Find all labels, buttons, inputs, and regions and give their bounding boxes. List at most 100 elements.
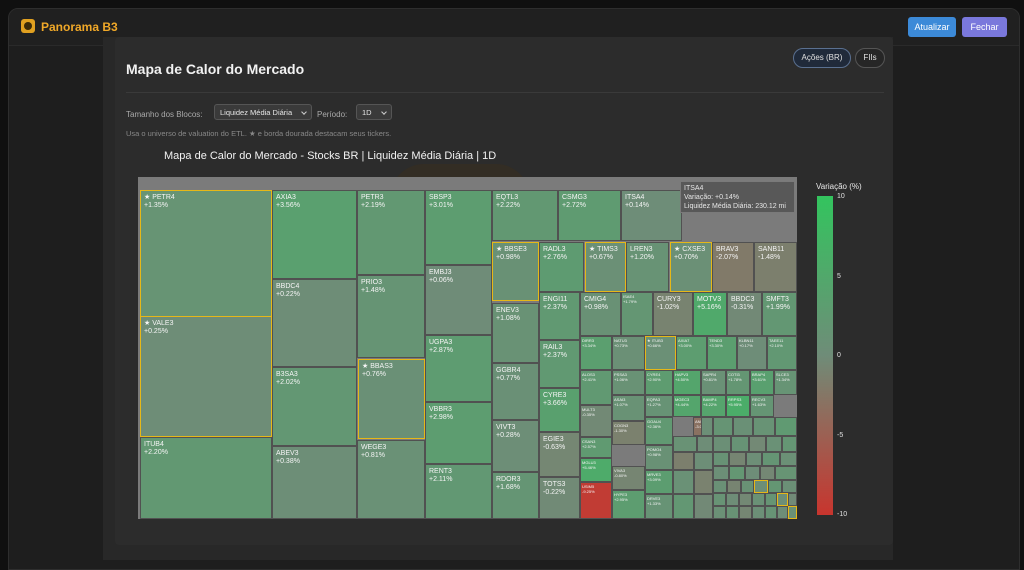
tile-rent3[interactable]: RENT3 +2.11% bbox=[425, 464, 492, 519]
tile-small[interactable] bbox=[697, 436, 713, 452]
tile-drve3[interactable]: DRVE3 +1.33% bbox=[645, 494, 673, 519]
tile-bamp4[interactable]: BAMP4 +4.22% bbox=[701, 395, 726, 417]
tile-small[interactable] bbox=[713, 480, 727, 493]
tile-itub3[interactable]: ★ ITUB3 +0.66% bbox=[645, 336, 676, 370]
tile-small[interactable] bbox=[780, 452, 797, 466]
tile-hapv3[interactable]: HAPV3 +4.50% bbox=[673, 370, 701, 395]
tile-pomo4[interactable]: POMO4 +0.98% bbox=[645, 445, 673, 470]
tile-cmig4[interactable]: CMIG4 +0.98% bbox=[580, 292, 621, 336]
tile-small[interactable] bbox=[729, 466, 745, 480]
tile-small[interactable] bbox=[777, 506, 788, 519]
tile-egie3[interactable]: EGIE3 -0.63% bbox=[539, 432, 580, 477]
tile-vale3[interactable]: ★ VALE3 +0.25% bbox=[140, 316, 272, 437]
tile-tend3[interactable]: TEND3 +3.30% bbox=[707, 336, 737, 370]
tile-mult3[interactable]: MULT3 -0.35% bbox=[580, 405, 612, 437]
tile-vbbr3[interactable]: VBBR3 +2.98% bbox=[425, 402, 492, 464]
tile-small[interactable] bbox=[775, 417, 797, 436]
tile-b3sa3[interactable]: B3SA3 +2.02% bbox=[272, 367, 357, 446]
tile-motv3[interactable]: MOTV3 +5.16% bbox=[693, 292, 727, 336]
tile-sapr4[interactable]: SAPR4 +0.81% bbox=[701, 370, 726, 395]
tile-small[interactable] bbox=[739, 506, 752, 519]
tile-small[interactable] bbox=[788, 506, 797, 519]
tab-acoes-br[interactable]: Ações (BR) bbox=[793, 48, 851, 68]
tile-dirr3[interactable]: DIRR3 +3.34% bbox=[580, 336, 612, 370]
tile-goau4[interactable]: GOAU4 +2.36% bbox=[645, 417, 673, 445]
tile-small[interactable] bbox=[745, 466, 760, 480]
tile-small[interactable] bbox=[713, 452, 729, 466]
tile-small[interactable] bbox=[788, 493, 797, 506]
tile-petr4[interactable]: ★ PETR4 +1.35% bbox=[140, 190, 272, 323]
tile-small[interactable] bbox=[752, 506, 765, 519]
tile-small[interactable] bbox=[782, 436, 797, 452]
tile-cyre3[interactable]: CYRE3 +3.66% bbox=[539, 388, 580, 432]
tile-small[interactable] bbox=[752, 493, 765, 506]
tile-mrve3[interactable]: MRVE3 +3.09% bbox=[645, 470, 673, 494]
tile-small[interactable] bbox=[673, 470, 694, 494]
tile-csmg3[interactable]: CSMG3 +2.72% bbox=[558, 190, 621, 241]
tile-small[interactable] bbox=[731, 436, 749, 452]
tile-brap4[interactable]: BRAP4 +3.61% bbox=[750, 370, 774, 395]
tile-lren3[interactable]: LREN3 +1.20% bbox=[626, 242, 669, 292]
tile-cyre4[interactable]: CYRE4 +2.90% bbox=[645, 370, 673, 395]
tile-bbdc3[interactable]: BBDC3 -0.31% bbox=[727, 292, 762, 336]
tile-small[interactable] bbox=[754, 480, 768, 493]
tile-small[interactable] bbox=[694, 494, 713, 519]
tile-embj3[interactable]: EMBJ3 +0.06% bbox=[425, 265, 492, 335]
tile-sanb11[interactable]: SANB11 -1.48% bbox=[754, 242, 797, 292]
tile-ugpa3[interactable]: UGPA3 +2.87% bbox=[425, 335, 492, 402]
close-button[interactable]: Fechar bbox=[962, 17, 1007, 37]
tile-enev3[interactable]: ENEV3 +1.08% bbox=[492, 303, 539, 363]
tile-small[interactable] bbox=[713, 417, 733, 436]
size-select[interactable]: Liquidez Média Diária bbox=[214, 104, 312, 120]
tile-recv3[interactable]: RECV3 +1.63% bbox=[750, 395, 774, 417]
tile-pssa3[interactable]: PSSA3 +1.06% bbox=[612, 370, 645, 395]
tile-small[interactable] bbox=[765, 506, 777, 519]
tile-small[interactable] bbox=[765, 493, 777, 506]
tile-csan3[interactable]: CSAN3 +2.57% bbox=[580, 437, 612, 458]
tile-brav3[interactable]: BRAV3 -2.07% bbox=[712, 242, 754, 292]
tile-small[interactable] bbox=[749, 436, 766, 452]
tile-engi11[interactable]: ENGI11 +2.37% bbox=[539, 292, 580, 340]
tile-wege3[interactable]: WEGE3 +0.81% bbox=[357, 440, 425, 519]
tile-small[interactable] bbox=[694, 470, 713, 494]
tile-vivt3[interactable]: VIVT3 +0.28% bbox=[492, 420, 539, 472]
tile-tims3[interactable]: ★ TIMS3 +0.67% bbox=[585, 242, 626, 292]
tile-prio3[interactable]: PRIO3 +1.48% bbox=[357, 275, 425, 358]
tile-alos3[interactable]: ALOS3 +2.41% bbox=[580, 370, 612, 405]
tile-hype3[interactable]: HYPE3 +2.95% bbox=[612, 490, 645, 519]
tile-small[interactable] bbox=[673, 436, 697, 452]
tile-small[interactable] bbox=[713, 493, 726, 506]
tile-bbse3[interactable]: ★ BBSE3 +0.98% bbox=[492, 242, 539, 301]
tile-axia3[interactable]: AXIA3 +3.56% bbox=[272, 190, 357, 279]
tile-small[interactable] bbox=[777, 493, 788, 506]
tile-small[interactable] bbox=[762, 452, 780, 466]
tile-cury3[interactable]: CURY3 -1.02% bbox=[653, 292, 693, 336]
tile-rail3[interactable]: RAIL3 +2.37% bbox=[539, 340, 580, 388]
refresh-button[interactable]: Atualizar bbox=[908, 17, 956, 37]
tile-axia7[interactable]: AXIA7 +3.00% bbox=[676, 336, 707, 370]
tile-small[interactable] bbox=[726, 493, 739, 506]
tile-small[interactable] bbox=[775, 466, 797, 480]
tile-small[interactable] bbox=[760, 466, 775, 480]
tile-isae4[interactable]: ISAE4 +1.79% bbox=[621, 292, 653, 336]
tile-small[interactable] bbox=[673, 494, 694, 519]
tile-small[interactable] bbox=[726, 506, 739, 519]
tile-itsa4[interactable]: ITSA4 +0.14% bbox=[621, 190, 682, 241]
tile-small[interactable] bbox=[741, 480, 754, 493]
tile-coti3[interactable]: COTI3 +1.78% bbox=[726, 370, 750, 395]
tile-small[interactable] bbox=[673, 452, 694, 470]
tile-petr3[interactable]: PETR3 +2.19% bbox=[357, 190, 425, 275]
tile-mglu3[interactable]: MGLU3 +5.46% bbox=[580, 458, 612, 482]
tile-smft3[interactable]: SMFT3 +1.99% bbox=[762, 292, 797, 336]
period-select[interactable]: 1D bbox=[356, 104, 392, 120]
tile-small[interactable] bbox=[729, 452, 746, 466]
tile-taee11[interactable]: TAEE11 +2.10% bbox=[767, 336, 797, 370]
tile-cxse3[interactable]: ★ CXSE3 +0.70% bbox=[670, 242, 712, 292]
tile-klbn11[interactable]: KLBN11 +0.17% bbox=[737, 336, 767, 370]
tile-small[interactable] bbox=[713, 436, 731, 452]
tile-small[interactable] bbox=[733, 417, 753, 436]
tile-small[interactable] bbox=[713, 466, 729, 480]
tile-small[interactable] bbox=[746, 452, 762, 466]
tile-small[interactable] bbox=[694, 452, 713, 470]
tile-mgec3[interactable]: MGEC3 +4.44% bbox=[673, 395, 701, 417]
